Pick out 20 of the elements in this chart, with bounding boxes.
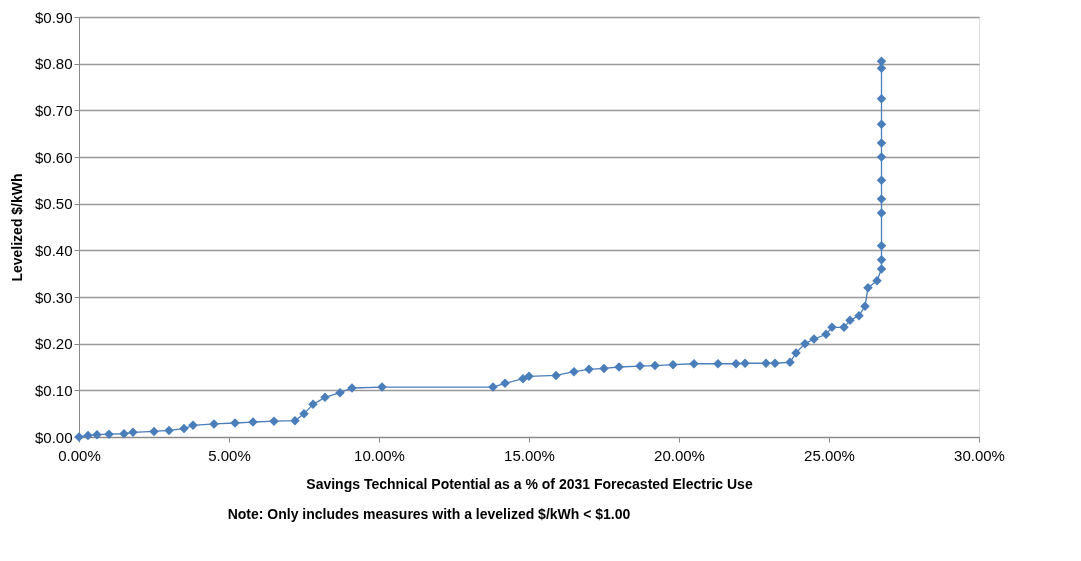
x-tick-label: 10.00%: [354, 446, 405, 464]
y-tick-label: $0.50: [34, 195, 73, 213]
y-tick-label: $0.90: [34, 8, 73, 26]
y-tick-label: $0.70: [34, 101, 73, 119]
y-tick-label: $0.80: [34, 55, 73, 73]
y-tick-label: $0.20: [34, 335, 73, 353]
x-axis-title: Savings Technical Potential as a % of 2031 Forecasted Electric Use: [306, 475, 753, 492]
y-tick-label: $0.60: [34, 148, 73, 166]
y-axis-title: Levelized $/kWh: [8, 173, 25, 282]
text: Note: Only includes measures with a levelized $/kWh < $1.00: [227, 506, 631, 522]
y-tick-label: $0.10: [34, 381, 73, 399]
y-tick-label: $0.40: [34, 241, 73, 259]
x-tick-label: 5.00%: [208, 446, 251, 464]
x-tick-label: 25.00%: [804, 446, 855, 464]
x-tick-label: 30.00%: [954, 446, 1005, 464]
x-tick-label: 15.00%: [504, 446, 555, 464]
x-tick-label: 20.00%: [654, 446, 705, 464]
y-tick-label: $0.30: [34, 288, 73, 306]
y-tick-label: $0.00: [34, 428, 73, 446]
x-tick-label: 0.00%: [58, 446, 101, 464]
